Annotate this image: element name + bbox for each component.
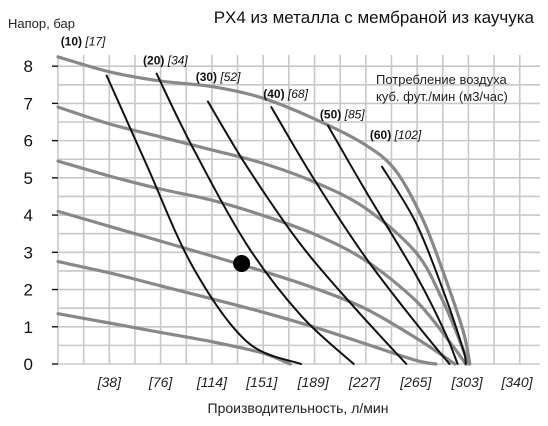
- air-consumption-curve: [327, 124, 459, 365]
- air-consumption-curve: [206, 100, 408, 365]
- air-consumption-curve: [381, 165, 467, 365]
- air-consumption-label: (40) [68]: [263, 87, 308, 101]
- air-consumption-label: (60) [102]: [370, 128, 422, 142]
- x-tick-label: [227]: [348, 374, 381, 390]
- x-tick-label: [38]: [97, 374, 122, 390]
- consumption-label-cfm: (30): [196, 70, 221, 84]
- chart-title: PX4 из металла с мембраной из каучука: [214, 8, 535, 27]
- air-consumption-note: Потребление воздуха куб. фут./мин (м3/ча…: [376, 72, 508, 104]
- consumption-label-m3h: [17]: [84, 35, 106, 49]
- y-tick-label: 7: [24, 94, 33, 113]
- x-tick-label: [265]: [399, 374, 432, 390]
- x-tick-label: [114]: [196, 374, 228, 390]
- x-tick-label: [189]: [297, 374, 330, 390]
- y-tick-label: 6: [24, 132, 33, 151]
- consumption-label-m3h: [68]: [287, 87, 309, 101]
- consumption-label-m3h: [102]: [394, 128, 422, 142]
- y-tick-label: 3: [24, 243, 33, 262]
- consumption-label-cfm: (10): [61, 35, 86, 49]
- y-tick-label: 4: [24, 206, 33, 225]
- consumption-label-m3h: [52]: [219, 70, 241, 84]
- note-line-1: Потребление воздуха: [376, 72, 507, 87]
- consumption-label-cfm: (20): [143, 53, 168, 67]
- y-tick-label: 8: [24, 57, 33, 76]
- x-tick-label: [340]: [500, 374, 533, 390]
- air-consumption-label: (10) [17]: [61, 35, 106, 49]
- y-axis-label: Напор, бар: [8, 16, 75, 31]
- consumption-label-cfm: (60): [370, 128, 395, 142]
- consumption-label-cfm: (50): [320, 107, 345, 121]
- air-consumption-curve: [270, 106, 451, 365]
- y-tick-label: 0: [24, 355, 33, 374]
- x-tick-label: [76]: [148, 374, 173, 390]
- x-tick-label: [151]: [245, 374, 278, 390]
- consumption-label-m3h: [85]: [344, 107, 366, 121]
- axis-ticks: 0 1 2 3 4 5 6 7 8 [38] [76] [114] [151] [189] [227] [26…: [24, 57, 534, 390]
- air-consumption-labels: (10) [17] (20) [34] (30) [52] (40) [68] (50)…: [61, 35, 422, 142]
- pressure-curve: [56, 312, 292, 366]
- y-tick-label: 1: [24, 318, 33, 337]
- consumption-label-cfm: (40): [263, 87, 288, 101]
- pressure-curve: [56, 260, 438, 366]
- consumption-label-m3h: [34]: [167, 53, 189, 67]
- pressure-curves: [56, 55, 472, 366]
- pressure-curve: [56, 159, 468, 366]
- x-axis-label: Производительность, л/мин: [208, 400, 389, 416]
- air-consumption-label: (20) [34]: [143, 53, 188, 67]
- y-tick-label: 5: [24, 169, 33, 188]
- air-consumption-curves: [105, 72, 467, 365]
- air-consumption-curve: [105, 74, 302, 365]
- air-consumption-label: (30) [52]: [196, 70, 241, 84]
- y-tick-label: 2: [24, 281, 33, 300]
- air-consumption-curve: [155, 72, 355, 365]
- air-consumption-label: (50) [85]: [320, 107, 365, 121]
- x-tick-label: [303]: [451, 374, 484, 390]
- pressure-curve: [56, 105, 470, 366]
- pressure-curve: [56, 55, 472, 366]
- pressure-curve: [56, 209, 457, 366]
- operating-point-marker: [233, 254, 251, 272]
- note-line-2: куб. фут./мин (м3/час): [376, 89, 508, 104]
